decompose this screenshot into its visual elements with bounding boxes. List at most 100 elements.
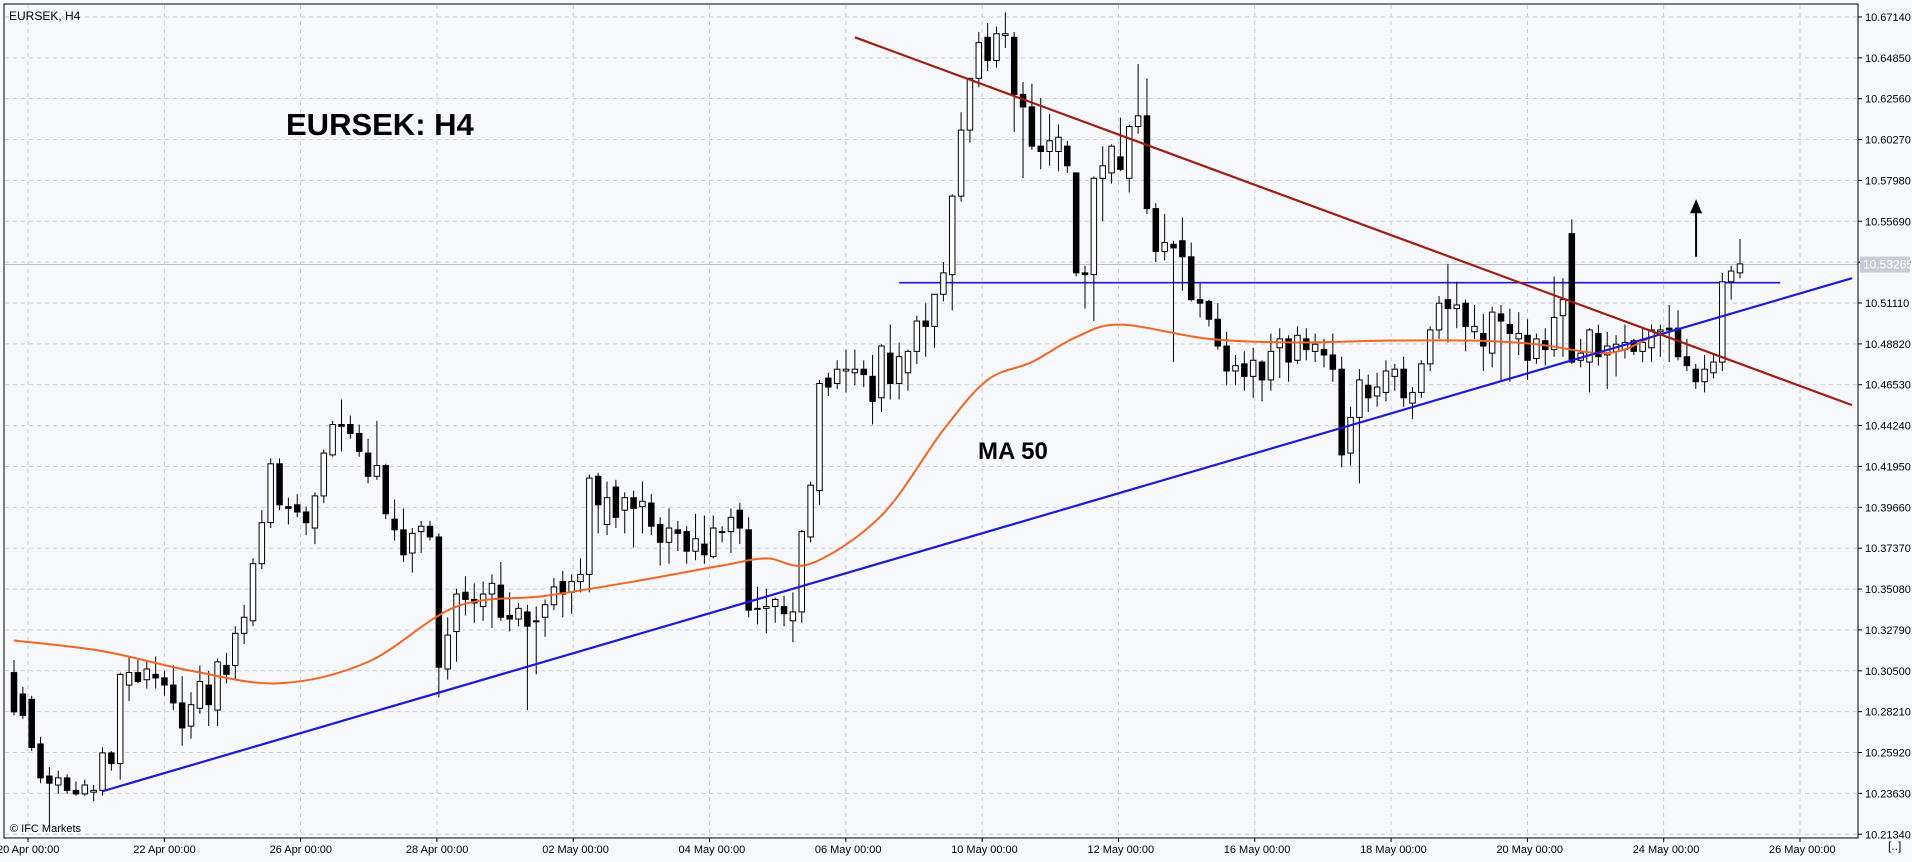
candle[interactable] [1267, 333, 1275, 391]
candle[interactable] [373, 420, 381, 480]
candle[interactable] [302, 506, 310, 536]
candle[interactable] [1028, 83, 1036, 150]
candle[interactable] [1400, 356, 1407, 407]
candle[interactable] [285, 497, 292, 525]
candle[interactable] [19, 686, 27, 719]
candle[interactable] [692, 513, 699, 561]
candle[interactable] [426, 520, 434, 541]
candle[interactable] [1710, 354, 1717, 379]
candle[interactable] [417, 520, 425, 554]
candle[interactable] [1515, 312, 1522, 355]
candle[interactable] [497, 561, 505, 621]
candle[interactable] [745, 517, 752, 618]
candle[interactable] [1657, 324, 1664, 357]
candle[interactable] [1303, 328, 1310, 361]
candle[interactable] [347, 415, 354, 439]
candle[interactable] [1373, 372, 1381, 407]
candle[interactable] [1347, 406, 1354, 466]
candle[interactable] [656, 517, 664, 566]
candle[interactable] [1382, 360, 1390, 402]
candle[interactable] [364, 438, 372, 484]
time-axis[interactable]: 20 Apr 00:00 22 Apr 00:00 26 Apr 00:00 28 A… [0, 838, 1836, 856]
candle[interactable] [90, 785, 97, 802]
candle[interactable] [1524, 319, 1531, 380]
candle[interactable] [674, 520, 682, 552]
candle[interactable] [293, 494, 301, 518]
candle[interactable] [178, 676, 186, 746]
candle[interactable] [1064, 140, 1071, 173]
candle[interactable] [453, 588, 460, 662]
candle[interactable] [1249, 347, 1257, 398]
candle[interactable] [1108, 144, 1115, 184]
candle[interactable] [99, 747, 106, 796]
candle[interactable] [1356, 369, 1363, 484]
candle[interactable] [46, 767, 53, 825]
candle[interactable] [887, 324, 894, 400]
candle[interactable] [409, 528, 416, 573]
candle[interactable] [355, 424, 363, 457]
candle[interactable] [904, 349, 912, 391]
candle[interactable] [1338, 356, 1345, 468]
candle[interactable] [462, 576, 469, 616]
candle[interactable] [1010, 31, 1018, 132]
candle[interactable] [948, 194, 956, 311]
candle[interactable] [515, 602, 522, 627]
resistance-trendline[interactable] [854, 36, 1853, 407]
candle[interactable] [966, 77, 974, 143]
candle[interactable] [161, 670, 168, 696]
candle[interactable] [833, 360, 841, 389]
candle[interactable] [1444, 263, 1452, 343]
candle[interactable] [683, 526, 690, 564]
candle[interactable] [1037, 97, 1044, 170]
candle[interactable] [1701, 354, 1708, 393]
candle[interactable] [940, 262, 947, 302]
candle[interactable] [152, 656, 159, 689]
candle[interactable] [488, 574, 496, 628]
candle[interactable] [1258, 360, 1266, 402]
candle[interactable] [648, 494, 655, 536]
candle[interactable] [754, 586, 761, 625]
candle[interactable] [1568, 219, 1576, 364]
candle[interactable] [1055, 124, 1062, 172]
candle[interactable] [1586, 328, 1593, 393]
candle[interactable] [1090, 176, 1098, 322]
candle[interactable] [1665, 304, 1673, 363]
candle[interactable] [1179, 217, 1186, 291]
candle[interactable] [108, 751, 115, 771]
candle[interactable] [851, 349, 859, 386]
candle[interactable] [586, 474, 593, 593]
candle[interactable] [1205, 299, 1213, 327]
candle[interactable] [1480, 313, 1487, 371]
candle[interactable] [1294, 326, 1301, 364]
candle[interactable] [1002, 12, 1009, 49]
candle[interactable] [1550, 276, 1558, 357]
candle[interactable] [1196, 283, 1204, 318]
support-trendline[interactable] [102, 277, 1853, 793]
candle[interactable] [1134, 64, 1142, 134]
candle[interactable] [612, 479, 620, 529]
candle[interactable] [37, 736, 44, 784]
candle[interactable] [1453, 281, 1461, 329]
candle[interactable] [1276, 328, 1283, 379]
candle[interactable] [577, 558, 584, 593]
candle[interactable] [276, 458, 283, 511]
candle[interactable] [311, 492, 319, 545]
candle[interactable] [338, 399, 345, 452]
candle[interactable] [320, 449, 328, 504]
candle[interactable] [240, 604, 248, 645]
candle[interactable] [1365, 374, 1372, 413]
candle[interactable] [541, 599, 549, 637]
candle[interactable] [1046, 114, 1053, 166]
candle[interactable] [1214, 303, 1222, 350]
candle[interactable] [878, 344, 885, 413]
candle[interactable] [1117, 117, 1124, 172]
candle[interactable] [984, 23, 991, 72]
candle[interactable] [798, 529, 806, 623]
trendlines-layer[interactable] [102, 36, 1853, 793]
candle[interactable] [816, 379, 823, 505]
candle[interactable] [1435, 296, 1443, 339]
candle[interactable] [913, 315, 921, 364]
candle[interactable] [1426, 326, 1434, 371]
candle[interactable] [1187, 242, 1195, 302]
